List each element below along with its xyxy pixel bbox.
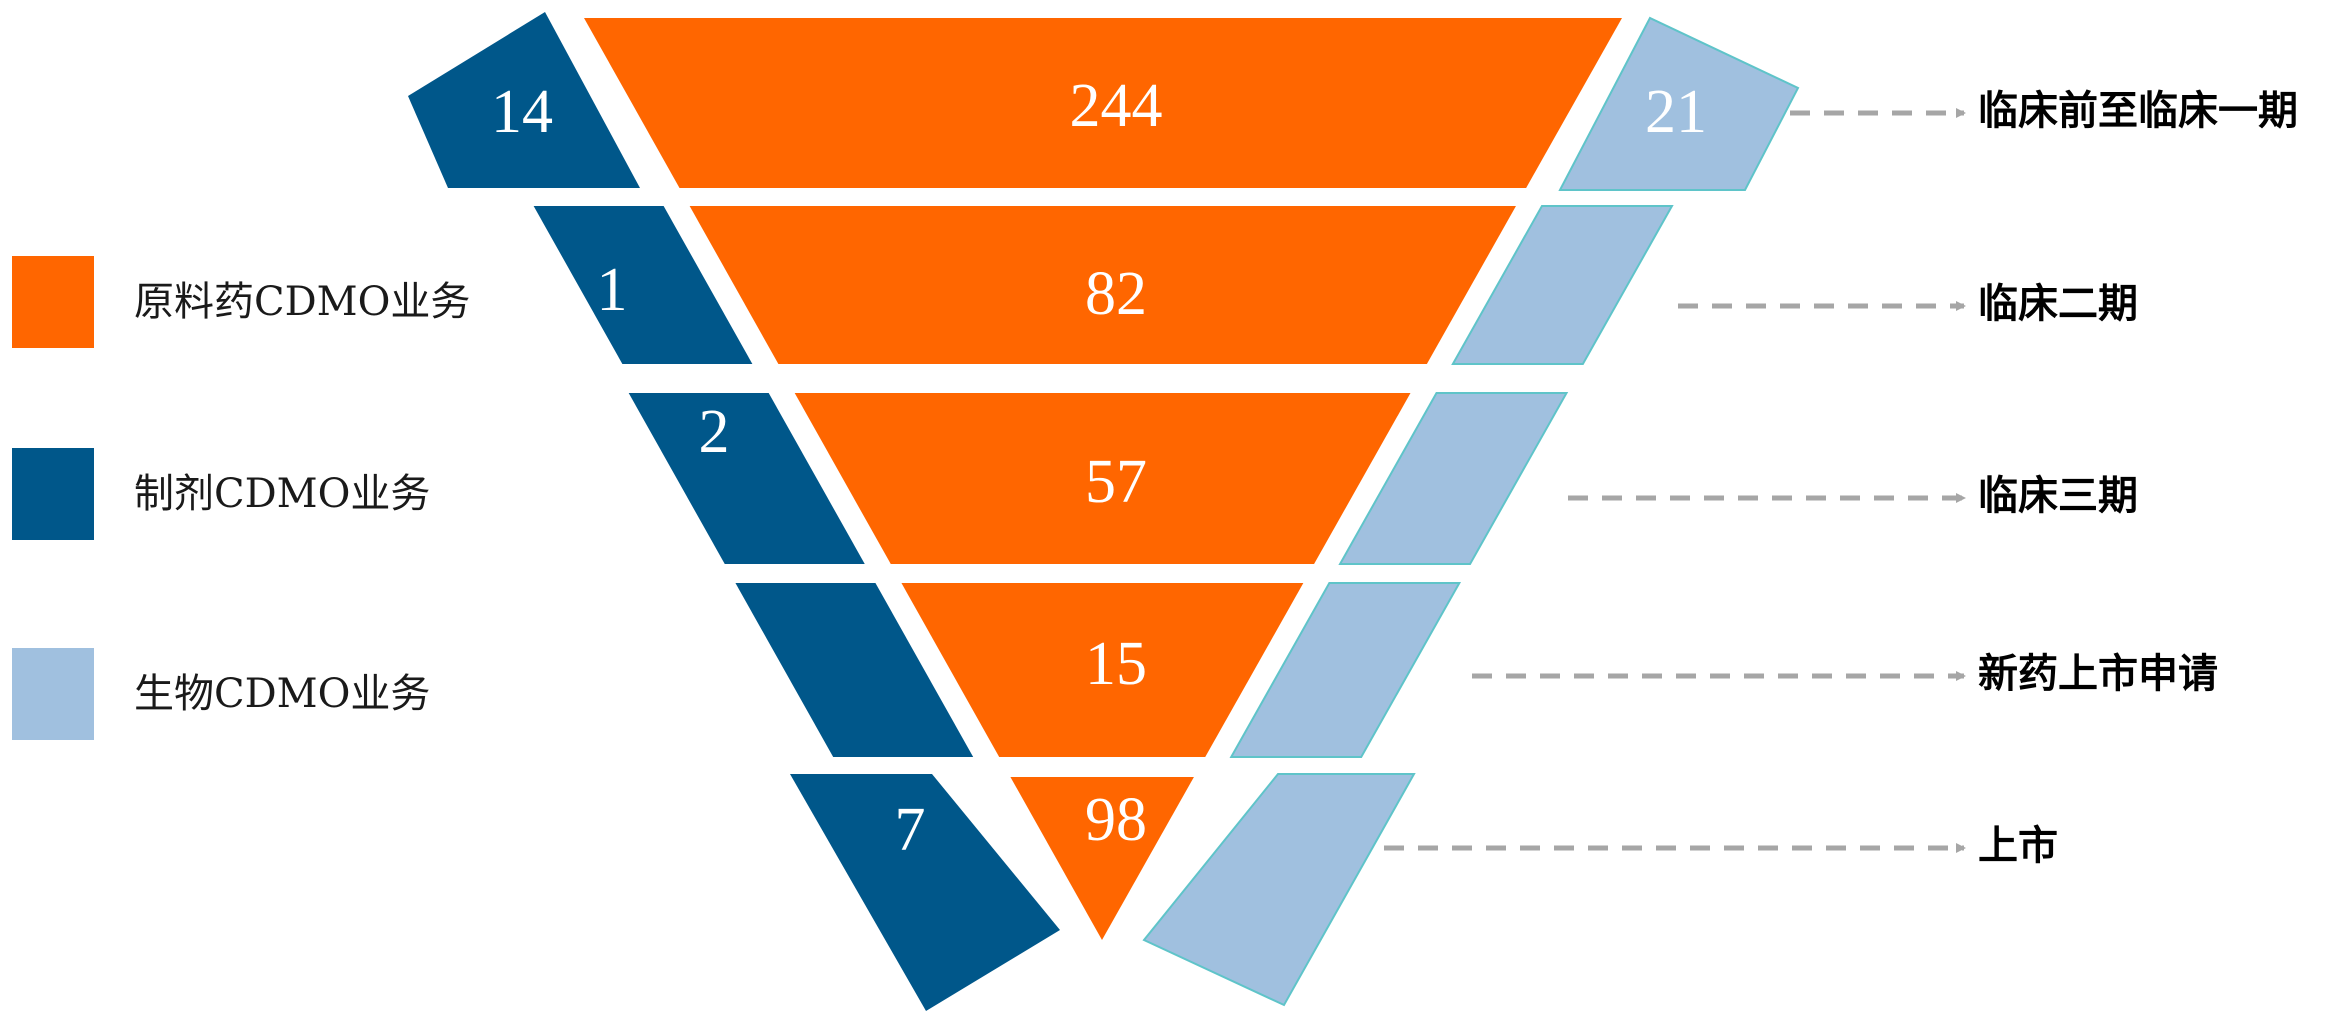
stage-label: 临床三期	[1978, 473, 2138, 519]
stage-label: 上市	[1978, 823, 2058, 869]
formulation-value-label: 1	[597, 256, 628, 324]
formulation-bar-4	[735, 583, 974, 757]
funnel-value-label: 57	[1085, 448, 1147, 516]
funnel-value-label: 244	[1070, 72, 1163, 140]
legend-item-formulation-cdmo: 制剂CDMO业务	[12, 448, 462, 540]
funnel-bar-4	[901, 583, 1304, 757]
legend-label: 制剂CDMO业务	[134, 471, 431, 517]
bio-bar-2	[1451, 205, 1674, 365]
formulation-value-label: 7	[895, 796, 926, 864]
legend-item-bio-cdmo: 生物CDMO业务	[12, 648, 462, 740]
formulation-bar-1	[408, 12, 640, 188]
funnel-value-label: 82	[1085, 260, 1147, 328]
stage-label: 临床二期	[1978, 281, 2138, 327]
funnel-bar-5	[1010, 777, 1194, 940]
legend-item-api-cdmo: 原料药CDMO业务	[12, 256, 470, 348]
formulation-value-label: 2	[699, 398, 730, 466]
stage-label: 临床前至临床一期	[1978, 88, 2298, 134]
bio-bar-4	[1229, 582, 1462, 758]
legend-label: 原料药CDMO业务	[134, 279, 471, 325]
legend-label: 生物CDMO业务	[134, 671, 431, 717]
formulation-bar-5	[790, 774, 1060, 1011]
bio-bar-5	[1142, 773, 1416, 1007]
bio-bar-3	[1338, 392, 1569, 565]
stage-label: 新药上市申请	[1978, 651, 2218, 697]
formulation-value-label: 14	[491, 78, 553, 146]
formulation-bar-2	[533, 206, 753, 364]
funnel-bar-3	[794, 393, 1411, 564]
funnel-bar-2	[689, 206, 1516, 364]
legend-swatch	[12, 448, 94, 540]
funnel-value-label: 15	[1085, 630, 1147, 698]
funnel-bar-1	[584, 18, 1622, 188]
bio-value-label: 21	[1645, 78, 1707, 146]
legend-swatch	[12, 256, 94, 348]
bio-bar-1	[1558, 16, 1800, 191]
legend-swatch	[12, 648, 94, 740]
formulation-bar-3	[628, 393, 865, 564]
funnel-value-label: 98	[1085, 786, 1147, 854]
